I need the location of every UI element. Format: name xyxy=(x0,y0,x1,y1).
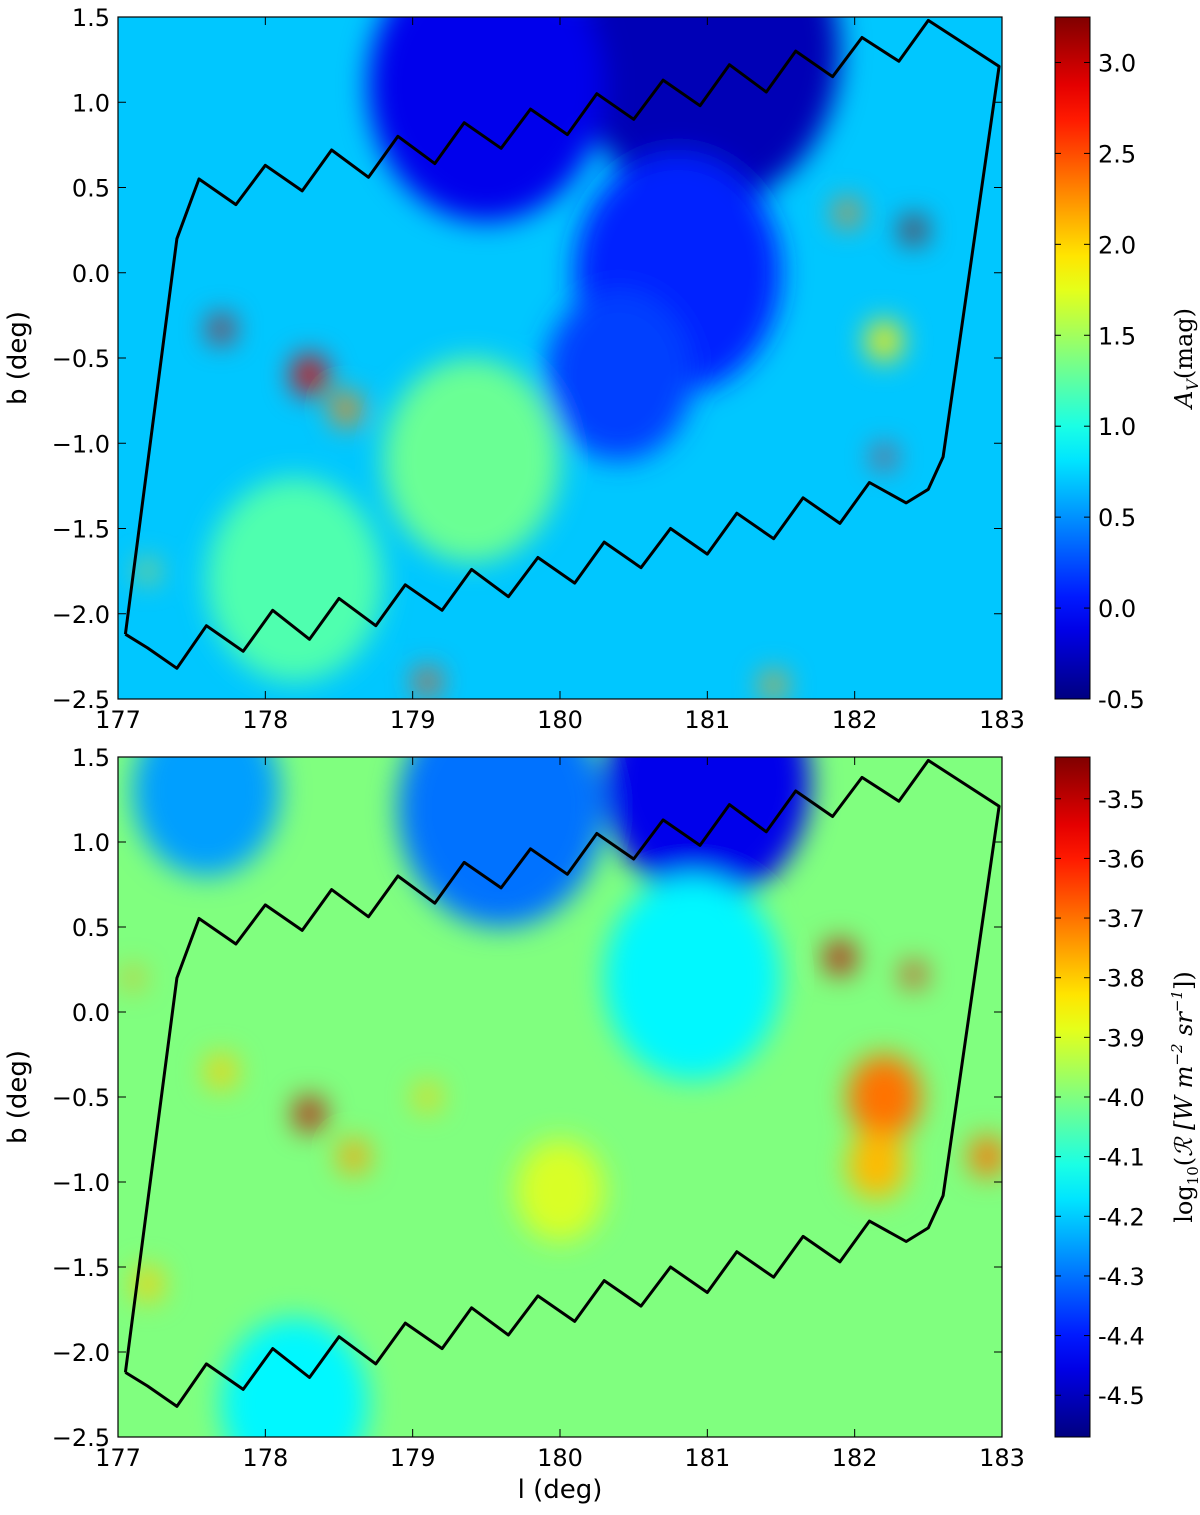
heatmap-field xyxy=(118,17,1002,699)
x-axis-title: l (deg) xyxy=(518,1475,603,1505)
colorbar-tick-label: 1.0 xyxy=(1098,413,1136,441)
colorbar-tick-label: -0.5 xyxy=(1098,686,1145,714)
heatmap-feature xyxy=(415,1083,440,1111)
heatmap-feature xyxy=(368,17,605,222)
colorbar-tick-label: -3.9 xyxy=(1098,1024,1145,1052)
y-tick-label: −2.5 xyxy=(52,686,110,714)
x-tick-label: 178 xyxy=(242,1444,288,1472)
heatmap-feature xyxy=(866,320,902,362)
y-tick-label: 1.0 xyxy=(72,89,110,117)
colorbar-tick-label: 1.5 xyxy=(1098,322,1136,350)
x-tick-label: 177 xyxy=(95,706,141,734)
heatmap-feature xyxy=(331,392,362,427)
y-axis-title: b (deg) xyxy=(3,311,33,405)
y-axis-title: b (deg) xyxy=(3,1050,33,1144)
heatmap-feature xyxy=(206,477,384,682)
colorbar-tick-label: -4.0 xyxy=(1098,1084,1145,1112)
heatmap-feature xyxy=(291,354,328,396)
heatmap-feature xyxy=(294,1097,325,1131)
y-tick-label: −1.0 xyxy=(52,1169,110,1197)
y-tick-label: 0.0 xyxy=(72,260,110,288)
y-tick-label: 1.0 xyxy=(72,829,110,857)
panel-radiance-map: 177 178 179 180 181 182 183 1.5 1.0 0.5 0.0 −0.5 −1.… xyxy=(0,740,1200,1515)
heatmap-feature xyxy=(847,1054,921,1140)
colorbar-tick-label: 0.0 xyxy=(1098,595,1136,623)
x-tick-label: 180 xyxy=(537,706,583,734)
x-tick-label: 177 xyxy=(95,1444,141,1472)
y-tick-label: −1.0 xyxy=(52,430,110,458)
heatmap-feature xyxy=(515,1139,605,1242)
panel-extinction-map: 177 178 179 180 181 182 183 1.5 1.0 0.5 0.0 −0.5 −1.… xyxy=(0,0,1200,740)
colorbar-title: log10(ℛ [W m−2 sr−1]) xyxy=(1168,971,1200,1223)
colorbar xyxy=(1054,16,1091,700)
colorbar-tick-label: -4.4 xyxy=(1098,1323,1145,1351)
survey-footprint-outline xyxy=(123,758,1001,1408)
y-tick-label: −0.5 xyxy=(52,345,110,373)
heatmap-feature xyxy=(138,560,157,582)
y-tick-label: 1.5 xyxy=(72,744,110,772)
heatmap-feature xyxy=(847,1131,907,1199)
x-tick-label: 181 xyxy=(684,706,730,734)
colorbar-tick-label: -4.3 xyxy=(1098,1263,1145,1291)
y-tick-label: −2.0 xyxy=(52,1339,110,1367)
survey-footprint-outline xyxy=(123,18,1001,670)
colorbar-tick-label: -4.5 xyxy=(1098,1382,1145,1410)
heatmap-feature xyxy=(339,1139,369,1174)
x-tick-label: 180 xyxy=(537,1444,583,1472)
x-tick-label: 183 xyxy=(979,706,1025,734)
x-tick-label: 181 xyxy=(684,1444,730,1472)
x-tick-label: 182 xyxy=(832,1444,878,1472)
y-tick-label: −0.5 xyxy=(52,1084,110,1112)
heatmap-feature xyxy=(123,967,142,989)
heatmap-feature xyxy=(545,289,693,461)
colorbar-tick-label: 0.5 xyxy=(1098,504,1136,532)
radiance-map-chart: 177 178 179 180 181 182 183 1.5 1.0 0.5 0.0 −0.5 −1.… xyxy=(3,744,1200,1505)
heatmap-feature xyxy=(132,1267,163,1301)
y-tick-label: −2.5 xyxy=(52,1424,110,1452)
y-tick-label: 0.0 xyxy=(72,999,110,1027)
colorbar-tick-label: 3.0 xyxy=(1098,49,1136,77)
heatmap-feature xyxy=(415,668,440,696)
extinction-map-chart: 177 178 179 180 181 182 183 1.5 1.0 0.5 0.0 −0.5 −1.… xyxy=(3,4,1200,734)
heatmap-feature xyxy=(206,1054,236,1089)
colorbar-tick-label: 2.0 xyxy=(1098,231,1136,259)
heatmap-feature xyxy=(969,1136,1002,1177)
heatmap-feature xyxy=(132,757,281,876)
heatmap-feature xyxy=(903,962,924,987)
x-tick-label: 178 xyxy=(242,706,288,734)
colorbar-tick-label: -4.2 xyxy=(1098,1203,1145,1231)
y-tick-label: 0.5 xyxy=(72,175,110,203)
x-tick-label: 179 xyxy=(390,1444,436,1472)
y-tick-label: −1.5 xyxy=(52,1254,110,1282)
heatmap-feature xyxy=(574,17,840,205)
heatmap-feature xyxy=(604,757,811,902)
heatmap-feature xyxy=(604,876,781,1080)
x-tick-label: 183 xyxy=(979,1444,1025,1472)
colorbar-tick-label: -3.6 xyxy=(1098,845,1145,873)
y-tick-label: −1.5 xyxy=(52,516,110,544)
heatmap-feature xyxy=(209,315,233,343)
heatmap-feature xyxy=(835,199,860,227)
colorbar-tick-label: -3.8 xyxy=(1098,965,1145,993)
heatmap-field xyxy=(118,757,1002,1437)
x-tick-label: 179 xyxy=(390,706,436,734)
heatmap-feature xyxy=(761,671,786,699)
y-tick-label: −2.0 xyxy=(52,601,110,629)
heatmap-feature xyxy=(901,216,926,244)
colorbar-tick-label: -3.5 xyxy=(1098,786,1145,814)
y-tick-label: 1.5 xyxy=(72,4,110,32)
colorbar-tick-label: 2.5 xyxy=(1098,140,1136,168)
heatmap-feature xyxy=(825,940,855,975)
heatmap-feature xyxy=(875,446,893,468)
colorbar-title: AV(mag) xyxy=(1170,308,1200,410)
colorbar-tick-label: -4.1 xyxy=(1098,1144,1145,1172)
heatmap-feature xyxy=(383,358,560,563)
x-tick-label: 182 xyxy=(832,706,878,734)
y-tick-label: 0.5 xyxy=(72,914,110,942)
colorbar-tick-label: -3.7 xyxy=(1098,905,1145,933)
